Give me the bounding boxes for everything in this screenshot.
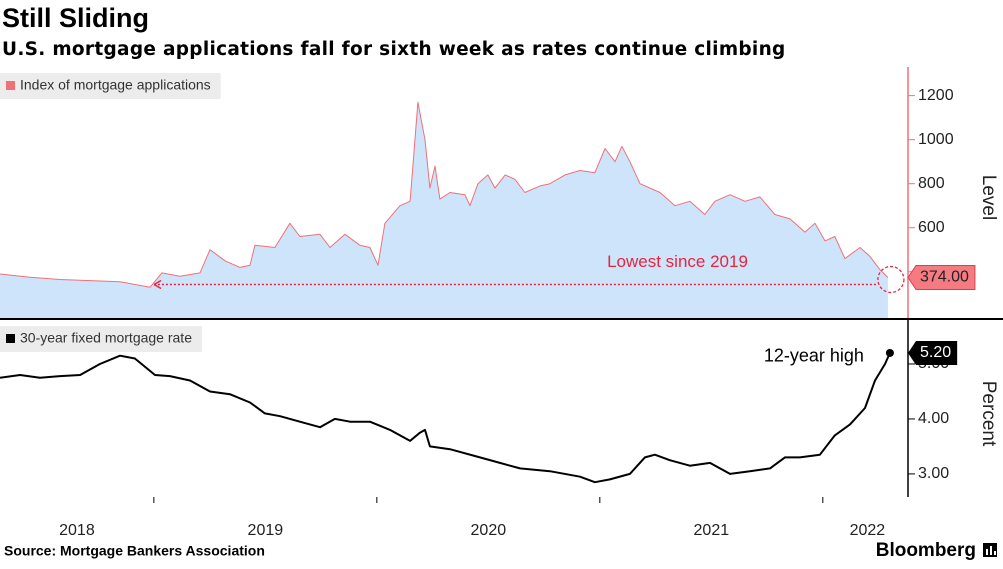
brand-icon-bar xyxy=(986,549,988,555)
y-tick-label: 1200 xyxy=(918,87,954,104)
source: Source: Mortgage Bankers Association xyxy=(4,543,265,559)
y-tick-label: 1000 xyxy=(918,131,954,148)
y-tick-label: 800 xyxy=(918,175,945,192)
x-tick-label: 2022 xyxy=(850,522,886,539)
y-tick-label: 4.00 xyxy=(918,410,949,427)
value-tag xyxy=(907,264,976,290)
y-axis-title: Level xyxy=(978,175,999,220)
y-axis-title: Percent xyxy=(978,381,999,447)
series-line xyxy=(0,352,891,484)
x-tick-label: 2019 xyxy=(248,522,284,539)
area-fill xyxy=(0,102,888,318)
value-label: 5.20 xyxy=(920,344,951,361)
legend-label: Index of mortgage applications xyxy=(20,77,211,93)
last-point xyxy=(885,348,894,357)
brand: Bloomberg xyxy=(876,540,976,561)
y-tick-label: 3.00 xyxy=(918,465,949,482)
annotation: Lowest since 2019 xyxy=(607,252,748,271)
value-tag xyxy=(908,340,958,365)
series-line xyxy=(0,101,889,288)
y-tick-label: 600 xyxy=(918,219,945,236)
annotation: 12-year high xyxy=(764,346,864,366)
brand-icon-bar xyxy=(994,551,996,555)
x-tick-label: 2018 xyxy=(59,522,95,539)
x-tick-label: 2020 xyxy=(471,522,507,539)
x-tick-label: 2021 xyxy=(694,522,730,539)
legend-swatch xyxy=(6,334,15,343)
brand-icon-bar xyxy=(990,546,992,555)
value-label: 374.00 xyxy=(920,269,969,286)
annotation-arrowhead xyxy=(153,279,162,290)
annotation-circle xyxy=(877,265,905,294)
chart-title: Still Sliding xyxy=(2,3,149,33)
legend-box xyxy=(0,73,221,99)
legend-swatch xyxy=(6,81,15,90)
legend-label: 30-year fixed mortgage rate xyxy=(20,330,192,346)
legend-box xyxy=(0,326,202,352)
chart-subtitle: U.S. mortgage applications fall for sixt… xyxy=(2,39,786,60)
